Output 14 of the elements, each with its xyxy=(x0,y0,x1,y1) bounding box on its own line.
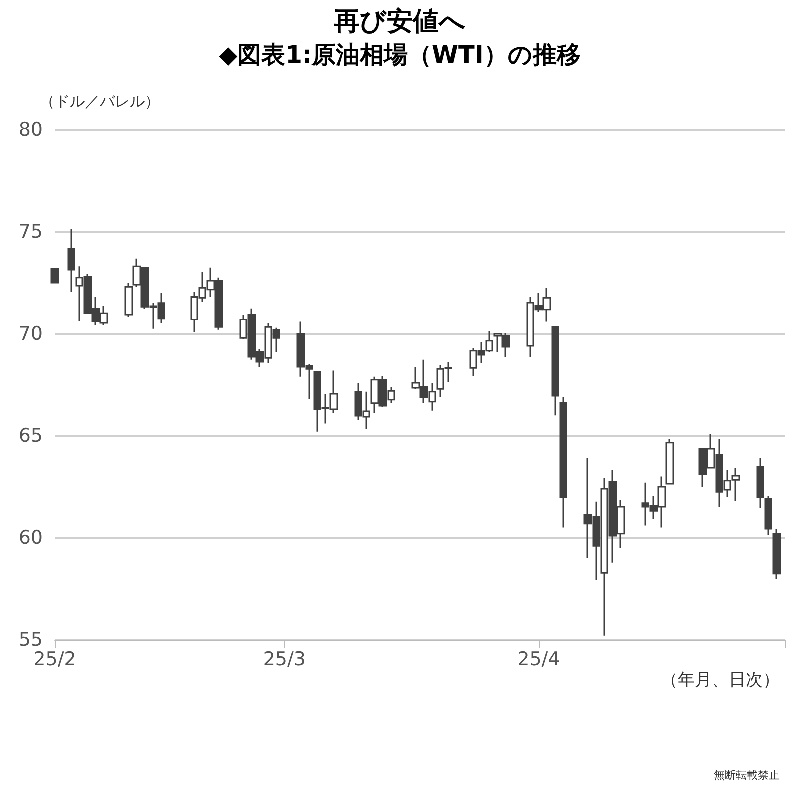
y-axis-title: （ドル／バレル） xyxy=(40,92,160,110)
y-tick-label: 60 xyxy=(18,527,43,549)
y-tick-label: 80 xyxy=(18,119,43,141)
y-tick-label: 65 xyxy=(18,425,43,447)
x-axis-title: （年月、日次） xyxy=(661,670,780,690)
y-tick-label: 70 xyxy=(18,323,43,345)
x-tick-label: 25/2 xyxy=(34,648,76,670)
chart-subtitle: ◆図表1:原油相場（WTI）の推移 xyxy=(219,41,581,69)
text: 無断転載禁止 xyxy=(714,769,780,782)
chart-title: 再び安値へ xyxy=(333,7,466,37)
y-tick-label: 55 xyxy=(18,629,43,651)
x-tick-label: 25/3 xyxy=(263,648,306,670)
x-tick-label: 25/4 xyxy=(518,648,560,670)
y-tick-label: 75 xyxy=(18,221,43,243)
